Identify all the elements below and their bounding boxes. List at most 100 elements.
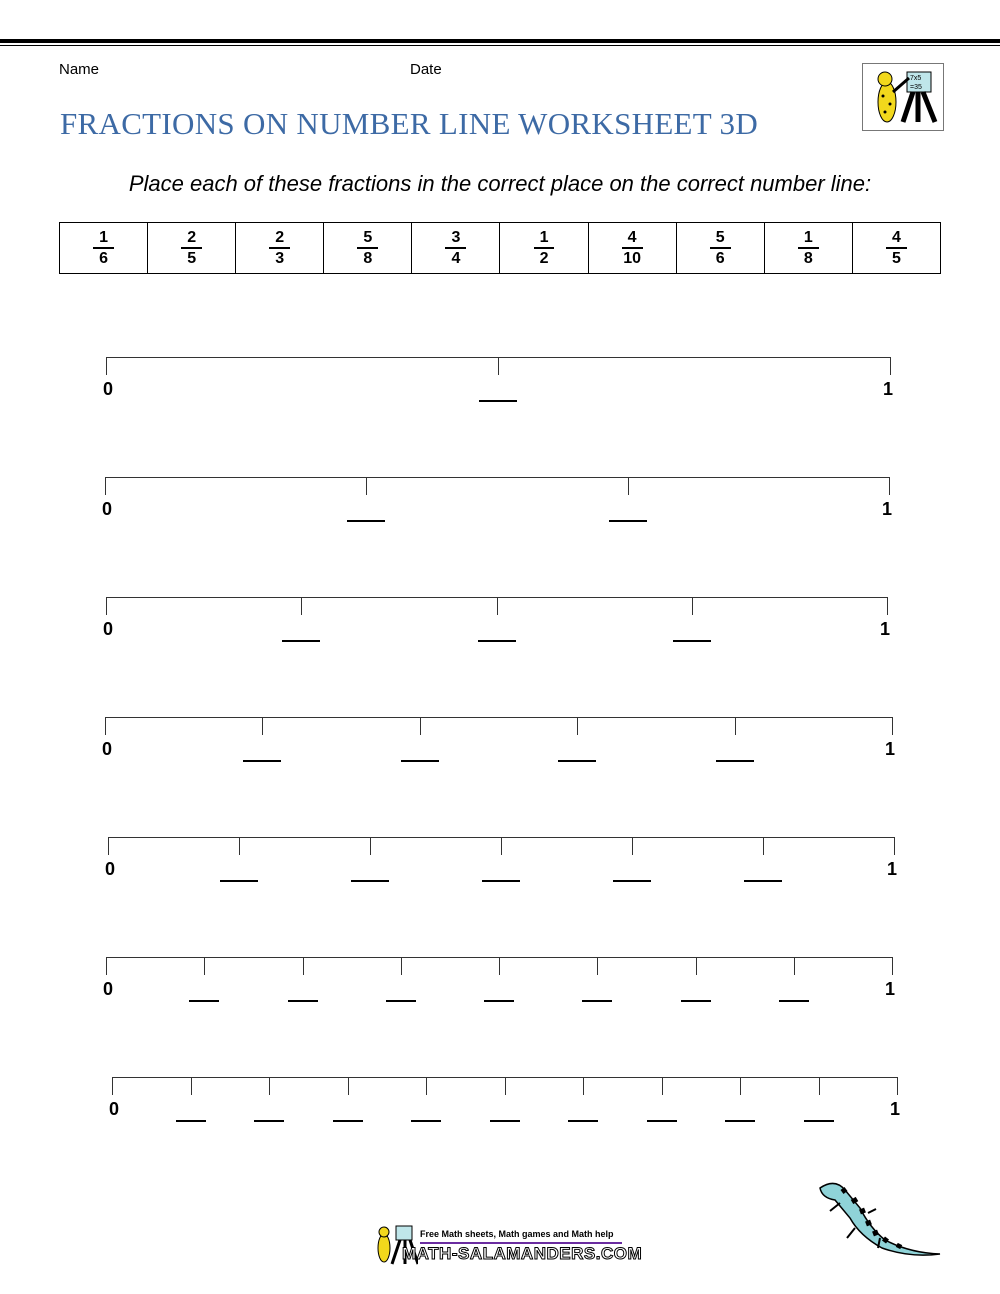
answer-blank[interactable] — [347, 520, 386, 522]
start-label: 0 — [103, 379, 114, 399]
tick-mark — [204, 957, 206, 975]
answer-blank[interactable] — [613, 880, 651, 882]
footer-bar — [420, 1242, 622, 1244]
answer-blank[interactable] — [282, 640, 321, 642]
answer-blank[interactable] — [725, 1120, 755, 1122]
answer-blank[interactable] — [479, 400, 517, 402]
tick-mark — [691, 597, 693, 615]
numerator: 5 — [709, 228, 731, 249]
answer-blank[interactable] — [189, 1000, 220, 1002]
top-rule-thin — [0, 45, 1000, 46]
start-label: 0 — [102, 499, 113, 519]
number-line-axis — [105, 477, 890, 478]
answer-blank[interactable] — [411, 1120, 441, 1122]
number-line-axis — [105, 717, 893, 718]
tick-mark — [106, 357, 107, 375]
end-label: 1 — [887, 859, 898, 879]
tick-mark — [370, 837, 371, 855]
start-label: 0 — [103, 979, 114, 999]
tick-mark — [818, 1077, 820, 1095]
answer-blank[interactable] — [220, 880, 258, 882]
answer-blank[interactable] — [484, 1000, 514, 1002]
end-label: 1 — [885, 739, 896, 759]
tick-mark — [419, 717, 421, 735]
answer-blank[interactable] — [385, 1000, 416, 1002]
tick-mark — [632, 837, 633, 855]
answer-blank[interactable] — [477, 640, 516, 642]
answer-blank[interactable] — [400, 760, 439, 762]
answer-blank[interactable] — [254, 1120, 284, 1122]
answer-blank[interactable] — [608, 520, 647, 522]
denominator: 6 — [715, 250, 725, 267]
tick-mark — [498, 357, 499, 375]
end-label: 1 — [885, 979, 896, 999]
answer-blank[interactable] — [803, 1120, 834, 1122]
denominator: 3 — [275, 250, 285, 267]
answer-blank[interactable] — [778, 1000, 809, 1002]
answer-blank[interactable] — [646, 1120, 677, 1122]
tick-mark — [190, 1077, 192, 1095]
salamander-image — [819, 1182, 941, 1256]
tick-mark — [105, 717, 106, 735]
tick-mark — [793, 957, 795, 975]
start-label: 0 — [105, 859, 116, 879]
top-rule — [0, 39, 1000, 43]
answer-blank[interactable] — [287, 1000, 318, 1002]
answer-blank[interactable] — [680, 1000, 711, 1002]
answer-blank[interactable] — [351, 880, 389, 882]
fraction: 4 10 — [621, 228, 643, 268]
tick-mark — [262, 717, 264, 735]
denominator: 6 — [99, 250, 108, 267]
denominator: 8 — [803, 250, 813, 267]
answer-blank[interactable] — [482, 880, 520, 882]
answer-blank[interactable] — [489, 1120, 520, 1122]
page-title: FRACTIONS ON NUMBER LINE WORKSHEET 3D — [60, 106, 759, 141]
numerator: 1 — [797, 228, 819, 249]
tick-mark — [740, 1077, 741, 1095]
answer-blank[interactable] — [568, 1120, 598, 1122]
footer-mascot-icon — [377, 1225, 420, 1265]
footer-tagline: Free Math sheets, Math games and Math he… — [420, 1229, 614, 1239]
tick-mark — [577, 717, 579, 735]
tick-mark — [627, 477, 629, 495]
tick-mark — [426, 1077, 427, 1095]
answer-blank[interactable] — [715, 760, 754, 762]
denominator: 4 — [451, 250, 461, 267]
end-label: 1 — [882, 499, 893, 519]
tick-mark — [501, 837, 502, 855]
tick-mark — [106, 597, 107, 615]
tick-mark — [892, 957, 893, 975]
tick-mark — [496, 597, 498, 615]
numerator: 1 — [93, 228, 114, 249]
denominator: 8 — [363, 250, 373, 267]
fraction-cell: 4 10 — [587, 222, 677, 274]
answer-blank[interactable] — [744, 880, 782, 882]
answer-blank[interactable] — [243, 760, 282, 762]
footer-site: MATH-SALAMANDERS.COM — [401, 1244, 643, 1264]
footer-logo: Free Math sheets, Math games and Math he… — [372, 1222, 642, 1271]
fraction-bank: 1 6 2 5 2 3 5 8 3 4 1 2 4 10 5 6 1 8 4 5 — [58, 222, 942, 274]
answer-blank[interactable] — [558, 760, 597, 762]
numerator: 2 — [181, 228, 203, 249]
svg-text:=35: =35 — [910, 84, 922, 91]
tick-mark — [400, 957, 402, 975]
answer-blank[interactable] — [672, 640, 711, 642]
tick-mark — [763, 837, 764, 855]
answer-blank[interactable] — [582, 1000, 613, 1002]
start-label: 0 — [102, 739, 113, 759]
answer-blank[interactable] — [175, 1120, 206, 1122]
salamander-teacher-logo: 7x5 =35 — [862, 63, 944, 131]
tick-mark — [890, 357, 891, 375]
answer-blank[interactable] — [332, 1120, 363, 1122]
numerator: 3 — [445, 228, 467, 249]
instructions: Place each of these fractions in the cor… — [128, 171, 872, 196]
tick-mark — [887, 597, 888, 615]
